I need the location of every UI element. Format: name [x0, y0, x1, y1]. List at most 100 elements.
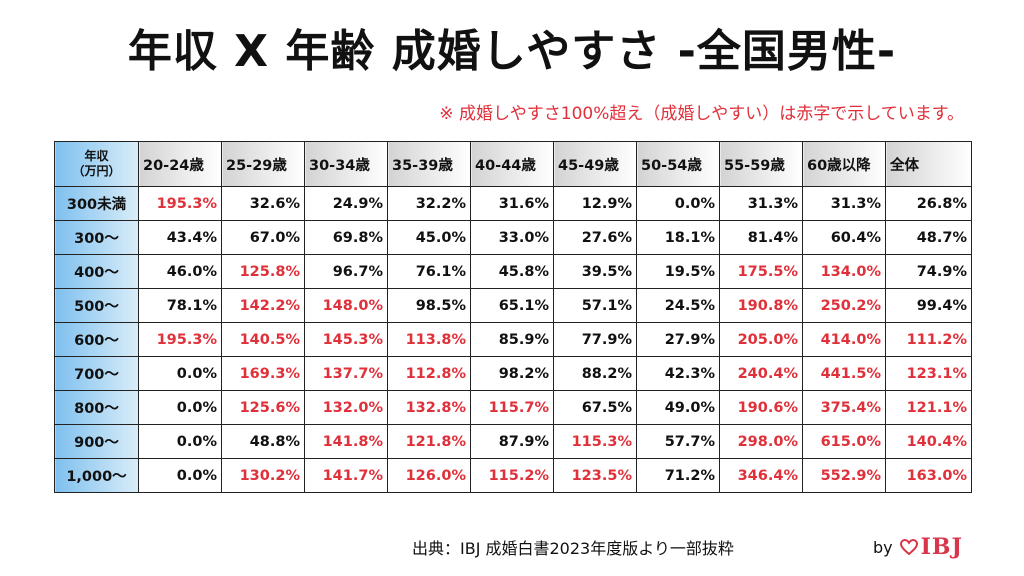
table-cell: 240.4%: [719, 356, 803, 391]
table-cell: 130.2%: [221, 458, 305, 493]
table-cell: 43.4%: [138, 220, 222, 255]
table-row: 400〜 46.0% 125.8% 96.7% 76.1% 45.8% 39.5% 19.5%…: [54, 254, 972, 289]
row-header: 1,000〜: [54, 458, 139, 493]
table-cell: 195.3%: [138, 322, 222, 357]
column-header: 35-39歳: [387, 141, 471, 187]
table-cell: 121.1%: [885, 390, 972, 425]
table-cell: 298.0%: [719, 424, 803, 459]
corner-label-line2: （万円）: [72, 164, 121, 178]
table-row: 300〜 43.4% 67.0% 69.8% 45.0% 33.0% 27.6% 18.1% 8…: [54, 220, 972, 255]
table-cell: 414.0%: [802, 322, 886, 357]
table-cell: 48.8%: [221, 424, 305, 459]
table-cell: 250.2%: [802, 288, 886, 323]
table-row: 900〜 0.0% 48.8% 141.8% 121.8% 87.9% 115.3% 57.7…: [54, 424, 972, 459]
row-header: 300未満: [54, 186, 139, 221]
table-cell: 112.8%: [387, 356, 471, 391]
table-cell: 85.9%: [470, 322, 554, 357]
heart-icon: [899, 538, 918, 556]
row-header: 300〜: [54, 220, 139, 255]
table-cell: 98.2%: [470, 356, 554, 391]
row-header: 700〜: [54, 356, 139, 391]
table-cell: 88.2%: [553, 356, 637, 391]
table-cell: 76.1%: [387, 254, 471, 289]
table-cell: 31.6%: [470, 186, 554, 221]
table-cell: 67.5%: [553, 390, 637, 425]
table-cell: 132.8%: [387, 390, 471, 425]
table-cell: 0.0%: [138, 390, 222, 425]
table-cell: 111.2%: [885, 322, 972, 357]
highlight-note: ※ 成婚しやすさ100%超え（成婚しやすい）は赤字で示しています。: [439, 104, 964, 124]
table-cell: 77.9%: [553, 322, 637, 357]
table-cell: 39.5%: [553, 254, 637, 289]
table-cell: 18.1%: [636, 220, 720, 255]
column-header: 55-59歳: [719, 141, 803, 187]
column-header: 20-24歳: [138, 141, 222, 187]
table-cell: 141.7%: [304, 458, 388, 493]
row-header: 500〜: [54, 288, 139, 323]
table-cell: 32.6%: [221, 186, 305, 221]
row-header: 900〜: [54, 424, 139, 459]
table-cell: 27.6%: [553, 220, 637, 255]
table-cell: 78.1%: [138, 288, 222, 323]
table-row: 600〜 195.3% 140.5% 145.3% 113.8% 85.9% 77.9% 27…: [54, 322, 972, 357]
table-row: 700〜 0.0% 169.3% 137.7% 112.8% 98.2% 88.2% 42.3…: [54, 356, 972, 391]
column-header: 50-54歳: [636, 141, 720, 187]
table-cell: 140.5%: [221, 322, 305, 357]
table-cell: 190.8%: [719, 288, 803, 323]
table-cell: 615.0%: [802, 424, 886, 459]
table-cell: 123.1%: [885, 356, 972, 391]
table-cell: 140.4%: [885, 424, 972, 459]
table-cell: 57.7%: [636, 424, 720, 459]
table-cell: 145.3%: [304, 322, 388, 357]
table-row: 1,000〜 0.0% 130.2% 141.7% 126.0% 115.2% 123.5%…: [54, 458, 972, 493]
table-cell: 46.0%: [138, 254, 222, 289]
table-cell: 141.8%: [304, 424, 388, 459]
table-cell: 346.4%: [719, 458, 803, 493]
table-cell: 126.0%: [387, 458, 471, 493]
table-cell: 24.9%: [304, 186, 388, 221]
table-cell: 148.0%: [304, 288, 388, 323]
table-cell: 163.0%: [885, 458, 972, 493]
row-header: 800〜: [54, 390, 139, 425]
table-row: 800〜 0.0% 125.6% 132.0% 132.8% 115.7% 67.5% 49.…: [54, 390, 972, 425]
table-cell: 57.1%: [553, 288, 637, 323]
table-cell: 0.0%: [138, 458, 222, 493]
table-cell: 27.9%: [636, 322, 720, 357]
table-cell: 74.9%: [885, 254, 972, 289]
column-header: 全体: [885, 141, 972, 187]
table-cell: 190.6%: [719, 390, 803, 425]
table-cell: 60.4%: [802, 220, 886, 255]
table-cell: 67.0%: [221, 220, 305, 255]
row-header: 600〜: [54, 322, 139, 357]
table-cell: 45.8%: [470, 254, 554, 289]
table-cell: 169.3%: [221, 356, 305, 391]
table-cell: 375.4%: [802, 390, 886, 425]
table-cell: 65.1%: [470, 288, 554, 323]
table-cell: 137.7%: [304, 356, 388, 391]
table-cell: 115.3%: [553, 424, 637, 459]
table-cell: 32.2%: [387, 186, 471, 221]
table-cell: 69.8%: [304, 220, 388, 255]
table-cell: 552.9%: [802, 458, 886, 493]
column-header: 30-34歳: [304, 141, 388, 187]
page-title: 年収 X 年齢 成婚しやすさ -全国男性-: [127, 26, 897, 77]
table-row: 300未満 195.3% 32.6% 24.9% 32.2% 31.6% 12.9% 0.0%…: [54, 186, 972, 221]
table-cell: 71.2%: [636, 458, 720, 493]
column-header: 60歳以降: [802, 141, 886, 187]
table-cell: 96.7%: [304, 254, 388, 289]
column-header: 40-44歳: [470, 141, 554, 187]
table-cell: 132.0%: [304, 390, 388, 425]
corner-header: 年収 （万円）: [54, 141, 139, 187]
table-cell: 0.0%: [636, 186, 720, 221]
brand-logo-text: IBJ: [920, 534, 963, 560]
table-cell: 142.2%: [221, 288, 305, 323]
brand-logo: by IBJ: [873, 534, 963, 560]
table-cell: 98.5%: [387, 288, 471, 323]
table-cell: 33.0%: [470, 220, 554, 255]
table-cell: 31.3%: [719, 186, 803, 221]
table-cell: 175.5%: [719, 254, 803, 289]
corner-label-line1: 年収: [84, 149, 109, 163]
table-row: 500〜 78.1% 142.2% 148.0% 98.5% 65.1% 57.1% 24.5…: [54, 288, 972, 323]
source-citation: 出典：IBJ 成婚白書2023年度版より一部抜粋: [412, 539, 734, 558]
table-cell: 26.8%: [885, 186, 972, 221]
